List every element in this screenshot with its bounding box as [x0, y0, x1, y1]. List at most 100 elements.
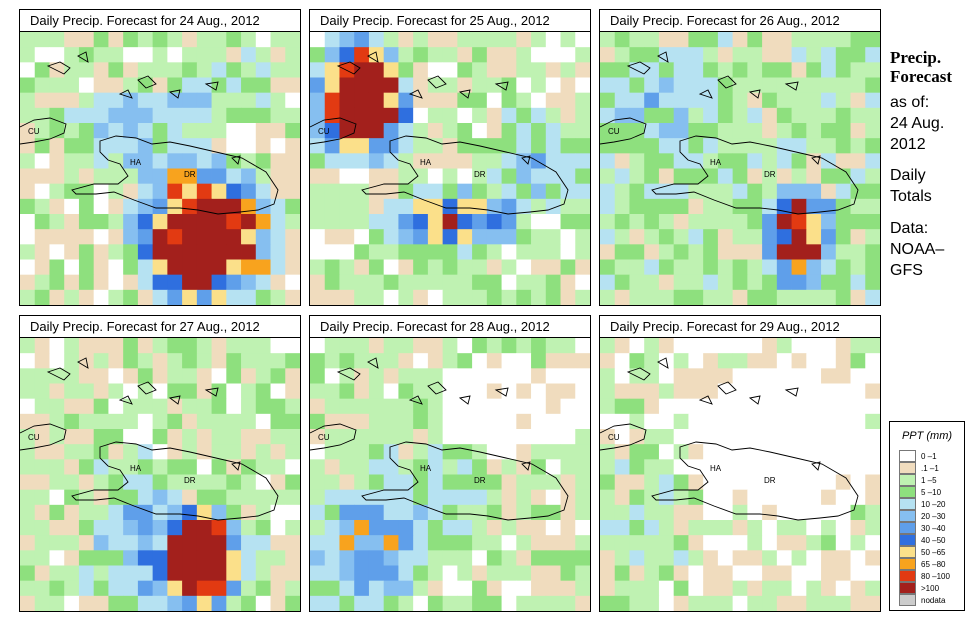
precip-cell	[398, 444, 414, 460]
precip-cell	[93, 32, 109, 48]
precip-cell	[673, 413, 689, 430]
precip-cell	[560, 62, 576, 78]
precip-cell	[658, 413, 675, 430]
precip-cell	[501, 535, 517, 551]
coastline	[71, 441, 279, 521]
precip-cell	[64, 153, 80, 169]
precip-cell	[457, 550, 473, 566]
precip-cell	[413, 504, 429, 521]
precip-cell	[123, 368, 139, 384]
precip-cell	[457, 580, 473, 597]
precip-cell	[211, 338, 227, 354]
precip-cell	[688, 289, 704, 305]
precip-cell	[354, 107, 370, 124]
precip-cell	[600, 183, 616, 200]
precip-cell	[182, 429, 198, 445]
precip-cell	[270, 565, 286, 582]
precip-cell	[614, 107, 630, 124]
precip-cell	[791, 229, 807, 245]
precip-cell	[442, 353, 458, 369]
precip-cell	[324, 153, 340, 169]
precip-cell	[339, 474, 355, 491]
precip-cell	[368, 168, 385, 185]
precip-cell	[545, 535, 561, 551]
precip-cell	[472, 244, 488, 260]
precip-cell	[20, 244, 36, 260]
precip-cell	[398, 214, 414, 230]
precip-cell	[747, 62, 763, 78]
precip-cell	[501, 383, 517, 400]
precip-cell	[747, 459, 763, 475]
precip-cell	[108, 138, 124, 154]
precip-cell	[821, 77, 837, 94]
precip-cell	[64, 244, 80, 260]
precip-cell	[850, 368, 866, 384]
precip-cell	[270, 413, 286, 430]
coastline	[204, 387, 219, 397]
precip-cell	[78, 489, 95, 506]
precip-cell	[324, 229, 340, 245]
precip-cell	[457, 198, 473, 215]
precip-cell	[310, 535, 326, 551]
precip-cell	[472, 289, 488, 305]
precip-cell	[472, 77, 488, 94]
precip-cell	[310, 183, 326, 200]
precip-cell	[850, 32, 866, 48]
precip-cell	[226, 47, 242, 63]
precip-cell	[732, 138, 748, 154]
precip-cell	[34, 168, 50, 185]
precip-cell	[324, 168, 340, 185]
precip-cell	[255, 198, 271, 215]
precip-cell	[324, 489, 340, 506]
precip-cell	[776, 444, 792, 460]
precip-cell	[806, 198, 822, 215]
precip-cell	[600, 535, 616, 551]
precip-cell	[167, 244, 183, 260]
precip-cell	[20, 259, 36, 276]
precip-cell	[703, 289, 719, 305]
precip-cell	[614, 459, 630, 475]
precip-cell	[20, 168, 36, 185]
precip-cell	[383, 413, 399, 430]
precip-cell	[64, 459, 80, 475]
precip-cell	[211, 383, 227, 400]
precip-cell	[108, 429, 124, 445]
coastline	[748, 89, 761, 99]
precip-cell	[270, 107, 286, 124]
precip-cell	[310, 274, 326, 291]
precip-cell	[821, 168, 837, 185]
precip-cell	[354, 353, 370, 369]
precip-cell	[368, 520, 385, 536]
precip-cell	[182, 535, 198, 551]
precip-cell	[137, 504, 154, 521]
coastline	[46, 367, 71, 381]
precip-cell	[703, 489, 719, 506]
coastline	[367, 51, 379, 63]
precip-cell	[806, 383, 822, 400]
coastline	[784, 81, 799, 91]
precip-cell	[196, 398, 212, 415]
precip-cell	[108, 368, 124, 384]
precip-cell	[255, 338, 271, 354]
legend-label: 50 –65	[921, 547, 946, 557]
precip-cell	[806, 550, 822, 566]
precip-cell	[776, 274, 792, 291]
precip-cell	[747, 274, 763, 291]
legend-rows: 0 –1.1 –1 1 –5 5 –10 10 –20 20 –30 30 –40 40 –…	[899, 450, 950, 606]
precip-cell	[717, 520, 734, 536]
data-source-line-2: NOAA–	[890, 241, 945, 258]
precip-cell	[93, 77, 109, 94]
precip-cell	[658, 244, 675, 260]
precip-cell	[762, 580, 778, 597]
precip-cell	[413, 535, 429, 551]
precip-cell	[78, 183, 95, 200]
precip-cell	[835, 214, 851, 230]
precip-cell	[791, 244, 807, 260]
precip-cell	[398, 535, 414, 551]
precip-cell	[600, 77, 616, 94]
precip-cell	[806, 595, 822, 611]
precip-cell	[486, 338, 502, 354]
precip-cell	[762, 595, 778, 611]
precip-cell	[560, 107, 576, 124]
precip-cell	[850, 274, 866, 291]
